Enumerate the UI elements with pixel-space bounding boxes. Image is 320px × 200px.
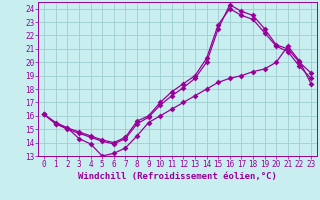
- X-axis label: Windchill (Refroidissement éolien,°C): Windchill (Refroidissement éolien,°C): [78, 172, 277, 181]
